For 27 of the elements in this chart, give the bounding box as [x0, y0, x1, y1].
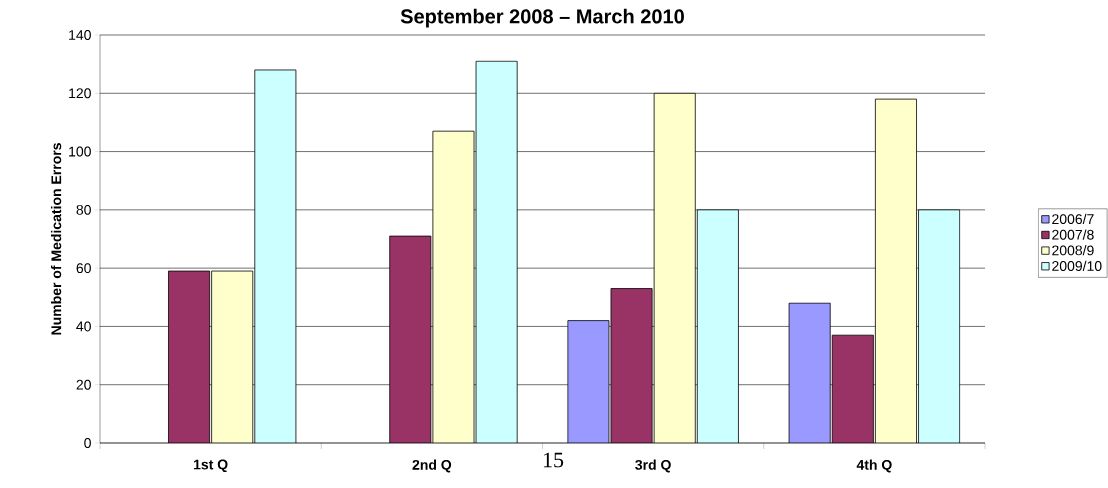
x-tick-label: 4th Q	[856, 459, 892, 473]
bar	[389, 235, 432, 443]
y-tick-label: 100	[69, 146, 91, 157]
legend-label: 2008/9	[1052, 245, 1094, 256]
text: 15	[543, 452, 564, 468]
y-tick-label: 0	[84, 438, 91, 448]
x-tick-label: 1st Q	[194, 459, 228, 473]
y-tick-label: 120	[69, 88, 91, 99]
bar	[610, 288, 653, 443]
chart-title: September 2008 – March 2010	[400, 8, 684, 28]
y-tick-label: 60	[76, 263, 91, 274]
legend-label: 2006/7	[1052, 213, 1094, 225]
y-tick-label: 80	[76, 204, 91, 215]
bar	[168, 270, 211, 443]
y-tick-label: 40	[76, 321, 91, 332]
legend-label: 2007/8	[1052, 229, 1094, 240]
x-tick-label: 2nd Q	[412, 459, 452, 473]
legend-label: 2009/10	[1052, 260, 1102, 272]
x-tick-label: 3rd Q	[635, 459, 671, 473]
bar	[918, 209, 961, 443]
bar	[831, 334, 874, 443]
y-tick-label: 140	[69, 30, 91, 40]
bar	[475, 60, 518, 443]
y-tick-label: 20	[76, 379, 91, 390]
bar	[254, 69, 297, 443]
y-axis-title: Number of Medication Errors	[50, 143, 62, 335]
bar	[696, 209, 739, 443]
